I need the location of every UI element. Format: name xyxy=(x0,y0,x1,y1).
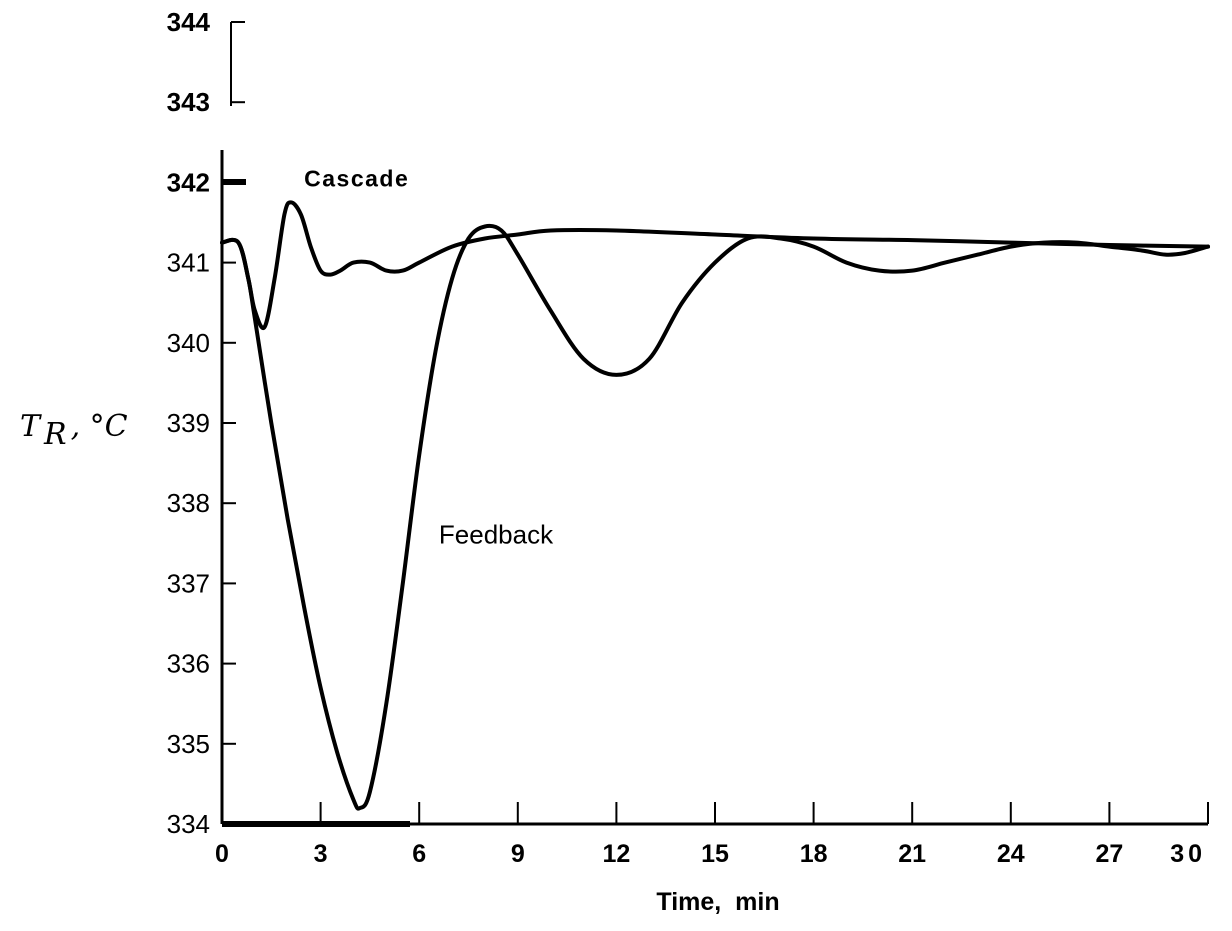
annotation-feedback: Feedback xyxy=(439,519,554,549)
y-axis-label: T R , °C xyxy=(20,409,128,452)
annotations: Cascade Feedback xyxy=(304,165,554,549)
y-tick-label: 340 xyxy=(167,328,210,358)
y-tick-label: 336 xyxy=(167,649,210,679)
series-lines xyxy=(220,200,1210,811)
y-tick-label: 337 xyxy=(167,568,210,598)
x-tick-label: 21 xyxy=(898,840,926,868)
y-tick-label: 338 xyxy=(167,488,210,518)
x-tick-label: 24 xyxy=(997,840,1025,868)
series-line-cascade xyxy=(220,200,1210,330)
y-tick-label: 339 xyxy=(167,408,210,438)
x-tick-label: 30 xyxy=(1170,840,1206,868)
y-tick-label: 334 xyxy=(167,809,210,839)
x-tick-label: 3 xyxy=(314,840,328,868)
y-axis-ticks: 334 335 336 337 338 339 340 341 342 343 344 xyxy=(167,7,245,839)
x-tick-label: 0 xyxy=(215,840,229,868)
x-tick-label: 27 xyxy=(1095,840,1123,868)
x-tick-label: 9 xyxy=(511,840,525,868)
y-tick-label: 335 xyxy=(167,729,210,759)
y-axis-label-main: T xyxy=(20,409,42,444)
axes xyxy=(220,21,1208,827)
x-tick-label: 6 xyxy=(412,840,426,868)
y-tick-label: 344 xyxy=(167,7,211,37)
y-tick-label: 343 xyxy=(167,87,210,117)
x-axis-label: Time, min xyxy=(656,888,779,916)
y-tick-label: 341 xyxy=(167,248,210,278)
x-axis-ticks: 0 3 6 9 12 15 18 21 24 27 30 xyxy=(215,802,1209,868)
y-axis-label-sub: R xyxy=(43,417,67,452)
annotation-cascade: Cascade xyxy=(304,165,409,191)
y-tick-label: 342 xyxy=(167,167,210,197)
series-line-feedback xyxy=(220,223,1210,811)
y-axis-label-unit: , °C xyxy=(71,409,128,444)
x-tick-label: 18 xyxy=(800,840,828,868)
x-tick-label: 15 xyxy=(701,840,729,868)
x-tick-label: 12 xyxy=(602,840,630,868)
